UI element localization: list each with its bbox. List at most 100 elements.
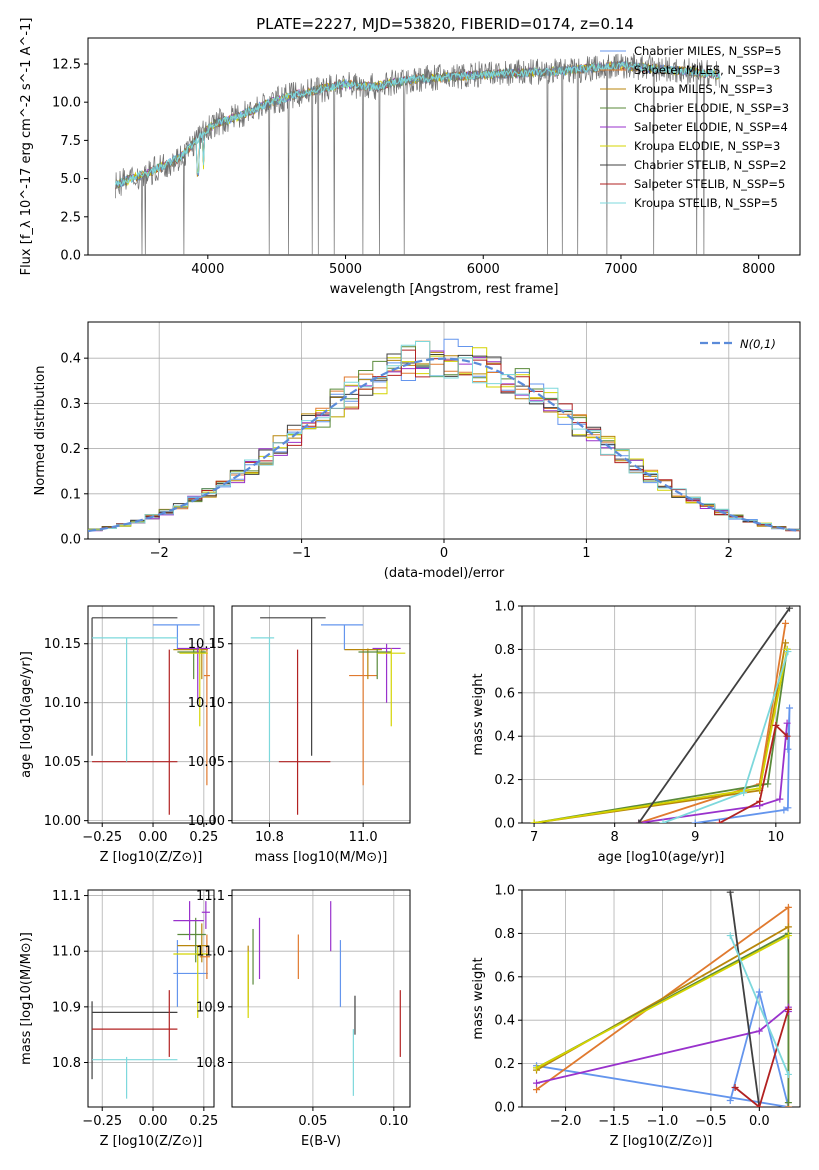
y-tick-label: 5.0 (60, 172, 81, 187)
panel-spectrum: 4000 5000 6000 7000 8000 0.0 2.5 5.0 7.5 10.0 12.5… (19, 18, 801, 297)
x-axis-label: Z [log10(Z/Z⊙)] (100, 850, 203, 865)
panel-weight_vs_age: 7 8 9 10 0.0 0.2 0.4 0.6 0.8 1.0 age [log10(age/yr… (471, 600, 801, 865)
legend-label-4: Salpeter ELODIE, N_SSP=4 (634, 120, 788, 134)
figure-title: PLATE=2227, MJD=53820, FIBERID=0174, z=0… (256, 15, 634, 33)
x-tick-label: −1.5 (598, 1114, 630, 1129)
x-axis-label: wavelength [Angstrom, rest frame] (330, 282, 559, 297)
spectrum-model-line (115, 60, 720, 187)
weight-marker (784, 648, 792, 656)
weight-marker (781, 639, 789, 647)
weight-marker (764, 780, 772, 788)
plot-area (91, 617, 210, 815)
weight-marker (740, 789, 748, 797)
weight-marker (781, 619, 789, 627)
weight-marker (635, 819, 643, 823)
weight-marker (726, 1096, 734, 1104)
weight-marker (783, 732, 791, 740)
weight-marker (533, 1086, 541, 1094)
plot-area (115, 53, 721, 255)
weight-line (533, 642, 787, 823)
y-tick-label: 11.0 (52, 945, 81, 960)
y-tick-label: 11.0 (196, 945, 225, 960)
plot-area (247, 901, 401, 1096)
y-tick-label: 0.8 (494, 643, 515, 658)
weight-marker (659, 819, 667, 823)
weight-marker (755, 1103, 763, 1107)
weight-line (718, 723, 788, 823)
x-tick-label: 11.0 (349, 830, 378, 845)
y-axis-label: age [log10(age/yr)] (19, 651, 34, 778)
plot-area (91, 901, 210, 1099)
spectrum-data-line (115, 53, 721, 255)
y-tick-label: 10.10 (44, 696, 81, 711)
weight-marker (756, 797, 764, 805)
spectrum-model-line (115, 60, 721, 188)
y-tick-label: 0.0 (60, 249, 81, 264)
plot-area (250, 617, 406, 815)
x-tick-label: 0.25 (189, 830, 218, 845)
weight-marker (726, 890, 734, 896)
weight-marker (786, 606, 794, 612)
histogram-step-6 (88, 353, 800, 531)
y-tick-label: 0.4 (494, 730, 515, 745)
x-tick-label: 2 (725, 546, 733, 561)
legend-reference-label: N(0,1) (740, 337, 776, 351)
x-tick-label: −0.25 (82, 1114, 122, 1129)
x-tick-label: 6000 (467, 262, 500, 277)
y-tick-label: 0.2 (494, 773, 515, 788)
y-tick-label: 0.0 (494, 1101, 515, 1116)
panel-age_vs_mass: 10.8 11.0 10.00 10.05 10.10 10.15 mass [log10(… (188, 605, 411, 865)
y-tick-label: 10.05 (44, 755, 81, 770)
weight-marker (784, 932, 792, 940)
x-tick-label: −1.0 (647, 1114, 679, 1129)
y-tick-label: 0.4 (494, 1014, 515, 1029)
x-axis-label: Z [log10(Z/Z⊙)] (610, 1134, 713, 1149)
normal-reference-curve (88, 357, 800, 533)
axes-frame (87, 889, 215, 1108)
panel-mass_vs_EBV: 0.05 0.10 10.8 10.9 11.0 11.1 E(B-V) (196, 889, 411, 1149)
x-tick-label: 0.25 (189, 1114, 218, 1129)
y-tick-label: 0.4 (60, 352, 81, 367)
x-axis-label: mass [log10(M/M⊙)] (255, 850, 388, 865)
y-tick-label: 10.0 (52, 96, 81, 111)
panel-weight_vs_Z: −2.0 −1.5 −1.0 −0.5 0.0 0.0 0.2 0.4 0.6 0.8 1.0 Z [… (471, 884, 801, 1149)
x-tick-label: −1 (292, 546, 311, 561)
y-tick-label: 10.8 (196, 1056, 225, 1071)
weight-marker (784, 745, 792, 753)
weight-line (638, 723, 788, 823)
weight-marker (784, 1099, 792, 1107)
weight-line (729, 892, 761, 1107)
panel-mass_vs_Z: −0.25 0.00 0.25 10.8 10.9 11.0 11.1 Z [log10(Z/… (19, 889, 218, 1149)
y-tick-label: 2.5 (60, 210, 81, 225)
weight-marker (530, 819, 538, 823)
y-tick-label: 0.0 (494, 817, 515, 832)
legend-label-8: Kroupa STELIB, N_SSP=5 (634, 196, 778, 210)
y-tick-label: 0.2 (60, 442, 81, 457)
x-tick-label: −0.25 (82, 830, 122, 845)
y-tick-label: 10.10 (188, 696, 225, 711)
plot-area (88, 338, 800, 533)
y-tick-label: 0.6 (494, 970, 515, 985)
y-tick-label: 0.3 (60, 397, 81, 412)
weight-line (536, 934, 789, 1069)
y-axis-label: Normed distribution (33, 366, 48, 496)
weight-marker (755, 988, 763, 996)
weight-marker (786, 704, 794, 712)
y-tick-label: 10.00 (44, 814, 81, 829)
y-axis-label: mass weight (471, 673, 486, 755)
y-tick-label: 11.1 (196, 889, 225, 904)
x-tick-label: 0.10 (379, 1114, 408, 1129)
x-tick-label: 0 (440, 546, 448, 561)
x-tick-label: 1 (582, 546, 590, 561)
weight-marker (533, 1079, 541, 1087)
y-tick-label: 10.00 (188, 814, 225, 829)
y-tick-label: 0.2 (494, 1057, 515, 1072)
weight-line (734, 1009, 790, 1107)
y-tick-label: 1.0 (494, 600, 515, 615)
axes-frame (521, 889, 801, 1108)
weight-marker (784, 923, 792, 931)
x-tick-label: 4000 (191, 262, 224, 277)
x-tick-label: 5000 (329, 262, 362, 277)
y-tick-label: 0.0 (60, 533, 81, 548)
